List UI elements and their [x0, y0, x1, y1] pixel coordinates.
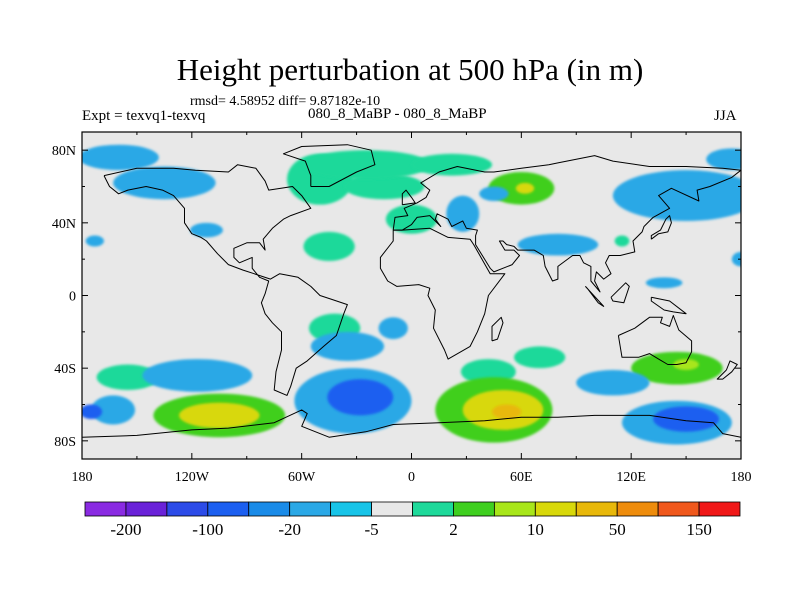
colorbar-box-14: [657, 501, 700, 517]
plot-area: [81, 131, 742, 460]
coastline-layer: [82, 144, 741, 438]
anomaly-region-24: [91, 395, 136, 425]
y-tick-label: 80S: [54, 435, 76, 450]
coastline-1: [282, 144, 376, 187]
anomaly-region-21: [142, 359, 253, 392]
coastline-12: [716, 360, 738, 380]
colorbar-label-0: -200: [110, 520, 141, 539]
coastline-7: [491, 316, 504, 342]
colorbar-box-6: [330, 501, 372, 517]
colorbar-box-10: [493, 501, 536, 517]
anomaly-region-38: [673, 359, 699, 370]
x-tick-label: 60W: [288, 470, 316, 485]
colorbar-label-4: 2: [449, 520, 458, 539]
coastline-11: [650, 296, 687, 315]
coastline-8: [650, 215, 672, 240]
anomaly-region-29: [310, 331, 385, 361]
anomaly-region-25: [82, 404, 103, 420]
x-tick-label: 120E: [616, 470, 646, 485]
anomaly-region-35: [514, 346, 566, 369]
y-tick-label: 40N: [52, 217, 76, 232]
x-tick-label: 180: [731, 470, 752, 485]
anomaly-region-18: [645, 277, 683, 289]
anomaly-region-2: [190, 222, 223, 238]
anomaly-region-36: [576, 369, 650, 396]
anomaly-region-6: [343, 173, 425, 200]
x-tick-label: 60E: [510, 470, 533, 485]
experiment-label: Expt = texvq1-texvq: [82, 108, 206, 124]
anomaly-layer: [82, 144, 741, 445]
coastline-4: [617, 315, 693, 365]
anomaly-region-28: [327, 379, 394, 416]
anomaly-region-1: [113, 166, 216, 200]
coastline-6: [401, 189, 416, 206]
colorbar-box-4: [248, 501, 291, 517]
colorbar-box-11: [534, 501, 577, 517]
x-tick-label: 120W: [175, 470, 210, 485]
anomaly-region-16: [612, 170, 741, 222]
season-label: JJA: [714, 108, 737, 124]
anomaly-region-9: [411, 153, 493, 176]
anomaly-region-11: [515, 182, 535, 194]
colorbar-box-2: [166, 501, 209, 517]
anomaly-region-30: [378, 317, 408, 340]
anomaly-region-3: [85, 235, 104, 247]
colorbar-box-9: [453, 501, 495, 517]
x-tick-label: 180: [72, 470, 93, 485]
anomaly-region-19: [731, 251, 741, 267]
anomaly-region-17: [706, 148, 741, 171]
colorbar-box-12: [575, 501, 618, 517]
colorbar-box-7: [371, 501, 413, 517]
anomaly-region-5: [303, 231, 355, 261]
coastline-0: [103, 164, 348, 396]
colorbar-box-1: [125, 501, 168, 517]
anomaly-region-7: [385, 204, 438, 234]
anomaly-region-0: [82, 144, 159, 171]
anomaly-region-33: [492, 404, 522, 420]
coastline-9: [585, 286, 605, 307]
colorbar-label-7: 150: [686, 520, 712, 539]
colorbar-label-3: -5: [364, 520, 378, 539]
coastline-5: [82, 409, 741, 438]
colorbar-box-15: [698, 501, 741, 517]
anomaly-region-12: [446, 195, 480, 232]
colorbar-box-8: [412, 501, 454, 517]
y-axis: 80N 40N 0 40S 80S: [52, 144, 741, 450]
x-tick-label: 0: [408, 470, 415, 485]
y-tick-label: 40S: [54, 362, 76, 377]
anomaly-region-14: [517, 233, 599, 256]
stats-text: rmsd= 4.58952 diff= 9.87182e-10: [190, 94, 381, 109]
colorbar: -200 -100 -20 -5 2 10 50 150: [84, 501, 741, 539]
coastline-3: [392, 155, 741, 293]
y-tick-label: 80N: [52, 144, 76, 159]
case-label: 080_8_MaBP - 080_8_MaBP: [308, 106, 487, 122]
anomaly-region-40: [653, 406, 720, 432]
anomaly-region-8: [301, 150, 430, 180]
colorbar-box-5: [289, 501, 332, 517]
anomaly-region-20: [96, 364, 159, 390]
colorbar-label-5: 10: [527, 520, 544, 539]
anomaly-region-15: [614, 235, 630, 247]
x-axis: 180 120W 60W 0 60E 120E 180: [72, 132, 752, 485]
colorbar-box-3: [207, 501, 250, 517]
colorbar-box-0: [84, 501, 127, 517]
coastline-2: [379, 227, 506, 360]
colorbar-label-2: -20: [278, 520, 301, 539]
colorbar-label-6: 50: [609, 520, 626, 539]
coastline-10: [610, 282, 630, 304]
anomaly-region-13: [479, 186, 509, 202]
colorbar-box-13: [616, 501, 659, 517]
y-tick-label: 0: [69, 290, 76, 305]
chart-title: Height perturbation at 500 hPa (in m): [176, 52, 644, 87]
anomaly-region-23: [179, 402, 260, 429]
colorbar-label-1: -100: [192, 520, 223, 539]
